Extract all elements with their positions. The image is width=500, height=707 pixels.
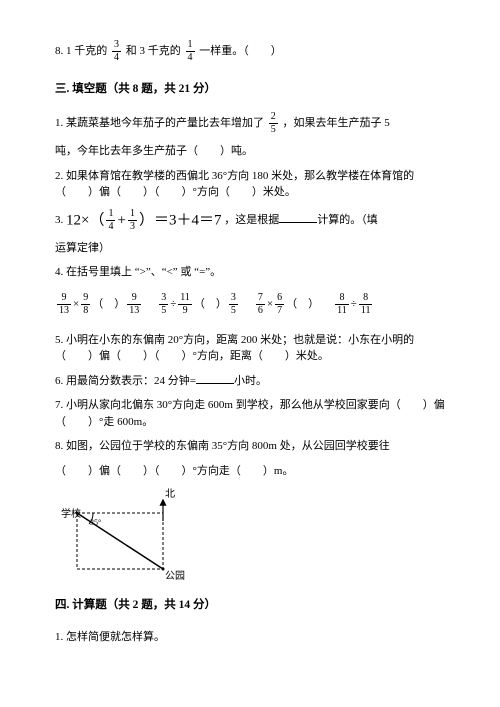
s3-q3-line2: 运算定律） — [55, 240, 445, 257]
comp-item-4: 811÷811 — [333, 293, 374, 316]
s3-q8b: （ ）偏（ ）（ ）°方向走（ ）m。 — [55, 463, 445, 480]
s3q6-b: 小时。 — [234, 375, 267, 387]
s3q3-expr-a: 12×（ — [66, 212, 104, 228]
section-3-title: 三. 填空题（共 8 题，共 21 分） — [55, 81, 445, 98]
fraction-1-3: 13 — [128, 209, 137, 232]
s4-q1: 1. 怎样简便就怎样算。 — [55, 629, 445, 646]
s3-q3-line1: 3. 12×（14+13）＝3＋4＝7 ，这是根据 计算的。（填 — [55, 209, 445, 232]
fraction-1-4: 1 4 — [186, 40, 195, 63]
fraction-1-4b: 14 — [106, 209, 115, 232]
q8-prefix: 8. 1 千克的 — [55, 45, 107, 57]
angle-label: 35° — [90, 518, 101, 527]
s3-q1-line1: 1. 某蔬菜基地今年茄子的产量比去年增加了 2 5 ，如果去年生产茄子 5 — [55, 112, 445, 135]
s3q3-tail-a: ，这是根据 — [224, 214, 279, 226]
plus-sign: + — [117, 212, 125, 228]
section-4-title: 四. 计算题（共 2 题，共 14 分） — [55, 597, 445, 614]
comp-item-2: 35÷119（ ）35 — [157, 293, 240, 316]
s3q1-text-a: 1. 某蔬菜基地今年茄子的产量比去年增加了 — [55, 117, 264, 129]
s3-q4: 4. 在括号里填上 “>”、“<” 或 “=”。 — [55, 264, 445, 281]
s3q1-text-b: ，如果去年生产茄子 5 — [283, 117, 390, 129]
comp-item-1: 913×98（ ）913 — [55, 293, 143, 316]
blank-underline — [279, 212, 317, 223]
s3-q6: 6. 用最简分数表示：24 分钟= 小时。 — [55, 373, 445, 390]
s3q3-num: 3. — [55, 214, 63, 226]
s3q3-tail-b: 计算的。（填 — [317, 214, 378, 226]
s3-q2: 2. 如果体育馆在教学楼的西偏北 36°方向 180 米处，那么教学楼在体育馆的… — [55, 168, 445, 201]
comparison-row: 913×98（ ）913 35÷119（ ）35 76×67（ ） 811÷81… — [55, 293, 445, 316]
s3-q5: 5. 小明在小东的东偏南 20°方向，距离 200 米处；也就是说：小东在小明的… — [55, 332, 445, 365]
s3-q7: 7. 小明从家向北偏东 30°方向走 600m 到学校，那么他从学校回家要向（ … — [55, 397, 445, 430]
comp-item-3: 76×67（ ） — [254, 293, 319, 316]
s3q3-expr-b: ）＝3＋4＝7 — [139, 212, 222, 228]
q8-suffix: 一样重。（ ） — [199, 45, 282, 57]
q8-mid: 和 3 千克的 — [126, 45, 181, 57]
blank-underline-2 — [196, 373, 234, 384]
direction-figure: 学校 北 公园 35° — [65, 489, 185, 579]
page: 8. 1 千克的 3 4 和 3 千克的 1 4 一样重。（ ） 三. 填空题（… — [0, 0, 500, 683]
s3-q1-line2: 吨，今年比去年多生产茄子（ ）吨。 — [55, 143, 445, 160]
s3q6-a: 6. 用最简分数表示：24 分钟= — [55, 375, 196, 387]
question-8: 8. 1 千克的 3 4 和 3 千克的 1 4 一样重。（ ） — [55, 40, 445, 63]
fraction-3-4: 3 4 — [112, 40, 121, 63]
figure-svg: 35° — [75, 499, 175, 577]
fraction-2-5: 2 5 — [269, 112, 278, 135]
s3-q8: 8. 如图，公园位于学校的东偏南 35°方向 800m 处，从公园回学校要往 — [55, 438, 445, 455]
